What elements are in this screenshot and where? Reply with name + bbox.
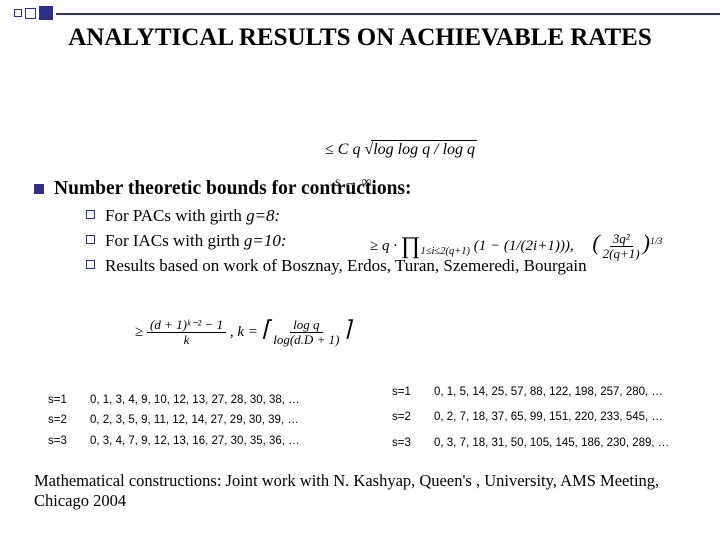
product-body: (1 − (1/(2i+1))), xyxy=(474,238,574,254)
product-subscript: 1≤i≤2(q+1) xyxy=(421,246,471,257)
seq-val: 0, 3, 7, 18, 31, 50, 105, 145, 186, 230,… xyxy=(434,435,697,452)
sub-ital: g=10: xyxy=(244,231,287,250)
deco-square-fill xyxy=(39,6,53,20)
slide-root: ANALYTICAL RESULTS ON ACHIEVABLE RATES N… xyxy=(0,0,720,540)
frac-num: (d + 1)ᵏ⁻² − 1 xyxy=(147,318,226,333)
deco-square-small xyxy=(14,9,22,17)
seq-key: s=2 xyxy=(48,412,78,429)
frac-den: log(d.D + 1) xyxy=(270,333,342,347)
hollow-square-icon xyxy=(86,235,95,244)
corner-decoration xyxy=(14,6,53,20)
seq-val: 0, 2, 3, 5, 9, 11, 12, 14, 27, 29, 30, 3… xyxy=(90,412,348,429)
table-row: s=3 0, 3, 7, 18, 31, 50, 105, 145, 186, … xyxy=(392,435,697,452)
deco-square-outline xyxy=(25,8,36,19)
seq-key: s=3 xyxy=(48,433,78,450)
sub-item: For PACs with girth g=8: xyxy=(86,205,696,228)
table-row: s=1 0, 1, 5, 14, 25, 57, 88, 122, 198, 2… xyxy=(392,384,697,401)
frac-den: 2(q+1) xyxy=(600,247,643,261)
frac-exp: 1/3 xyxy=(650,236,662,247)
table-row: s=1 0, 1, 3, 4, 9, 10, 12, 13, 27, 28, 3… xyxy=(48,392,348,409)
fraction-right: 3q² 2(q+1) xyxy=(600,232,643,260)
sequence-table-right: s=1 0, 1, 5, 14, 25, 57, 88, 122, 198, 2… xyxy=(392,384,697,460)
formula-top: ≤ C q √log log q / log q xyxy=(325,140,477,159)
seq-val: 0, 2, 7, 18, 37, 65, 99, 151, 220, 233, … xyxy=(434,409,697,426)
frac-den: k xyxy=(181,333,193,347)
slide-title: ANALYTICAL RESULTS ON ACHIEVABLE RATES xyxy=(0,24,720,53)
hollow-square-icon xyxy=(86,260,95,269)
frac-num: log q xyxy=(290,318,322,333)
formula-geq: ≥ q · xyxy=(370,238,397,254)
seq-val: 0, 1, 5, 14, 25, 57, 88, 122, 198, 257, … xyxy=(434,384,697,401)
formula-bottom: ≥ (d + 1)ᵏ⁻² − 1 k , k = ⌈ log q log(d.D… xyxy=(135,316,351,347)
formula-s-infinity: s → ∞ xyxy=(335,175,371,191)
sub-ital: g=8: xyxy=(246,206,280,225)
bullet-square-icon xyxy=(34,184,44,194)
seq-key: s=1 xyxy=(392,384,422,401)
geq: ≥ xyxy=(135,324,143,340)
fraction-left: (d + 1)ᵏ⁻² − 1 k xyxy=(147,318,226,346)
formula-k-equals: , k = xyxy=(230,324,258,340)
table-row: s=2 0, 2, 3, 5, 9, 11, 12, 14, 27, 29, 3… xyxy=(48,412,348,429)
sub-text: For IACs with girth g=10: xyxy=(105,230,286,253)
sub-prefix: For IACs with girth xyxy=(105,231,244,250)
seq-val: 0, 3, 4, 7, 9, 12, 13, 16, 27, 30, 35, 3… xyxy=(90,433,348,450)
frac-num: 3q² xyxy=(610,232,633,247)
sub-text: For PACs with girth g=8: xyxy=(105,205,280,228)
table-row: s=2 0, 2, 7, 18, 37, 65, 99, 151, 220, 2… xyxy=(392,409,697,426)
product-symbol: ∏ xyxy=(401,233,421,259)
footer-note: Mathematical constructions: Joint work w… xyxy=(34,471,696,512)
hollow-square-icon xyxy=(86,210,95,219)
sequence-table-left: s=1 0, 1, 3, 4, 9, 10, 12, 13, 27, 28, 3… xyxy=(48,392,348,453)
seq-key: s=3 xyxy=(392,435,422,452)
seq-key: s=1 xyxy=(48,392,78,409)
table-row: s=3 0, 3, 4, 7, 9, 12, 13, 16, 27, 30, 3… xyxy=(48,433,348,450)
header-rule xyxy=(56,13,720,15)
formula-product: ≥ q · ∏1≤i≤2(q+1) (1 − (1/(2i+1))), ( 3q… xyxy=(370,230,670,261)
seq-key: s=2 xyxy=(392,409,422,426)
sub-prefix: For PACs with girth xyxy=(105,206,246,225)
fraction-k: log q log(d.D + 1) xyxy=(270,318,342,346)
seq-val: 0, 1, 3, 4, 9, 10, 12, 13, 27, 28, 30, 3… xyxy=(90,392,348,409)
